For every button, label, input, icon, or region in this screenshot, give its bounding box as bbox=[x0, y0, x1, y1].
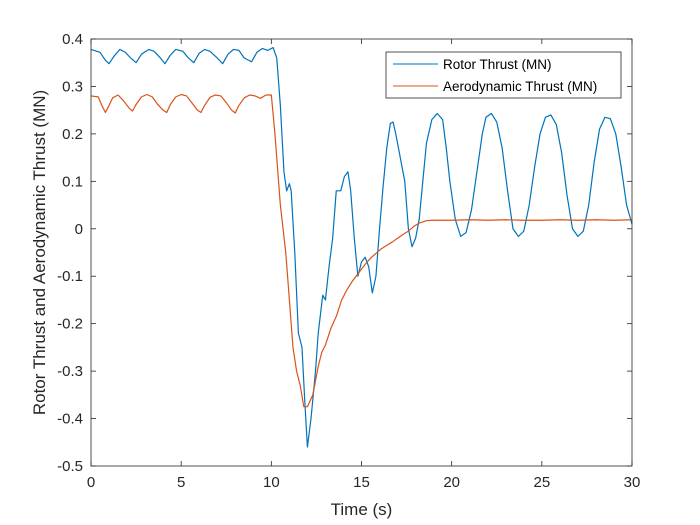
y-tick-label: 0.2 bbox=[62, 126, 83, 143]
y-tick-label: 0.3 bbox=[62, 78, 83, 95]
series-line-0 bbox=[90, 46, 633, 448]
y-tick-label: -0.1 bbox=[57, 268, 83, 285]
plot-area bbox=[91, 39, 632, 466]
x-tick-label: 20 bbox=[443, 474, 460, 491]
x-tick-label: 0 bbox=[87, 474, 95, 491]
axes-layer: 0 5 10 15 20 25 30 -0.5 -0.4 -0.3 -0.2 -0.1 0 0.1 0.2 0… bbox=[57, 31, 640, 491]
legend-box bbox=[385, 51, 622, 99]
y-tick-label: -0.2 bbox=[57, 316, 83, 333]
legend-label-aerodynamic: Aerodynamic Thrust (MN) bbox=[443, 79, 597, 94]
x-tick-label: 25 bbox=[533, 474, 550, 491]
legend-label-rotor: Rotor Thrust (MN) bbox=[443, 57, 552, 72]
x-axis-label: Time (s) bbox=[331, 500, 393, 519]
legend: Rotor Thrust (MN) Aerodynamic Thrust (MN… bbox=[385, 51, 622, 99]
y-tick-label: 0.4 bbox=[62, 31, 83, 48]
x-tick-label: 15 bbox=[353, 474, 370, 491]
y-tick-label: 0 bbox=[75, 221, 83, 238]
y-tick-label: -0.5 bbox=[57, 458, 83, 475]
y-tick-label: 0.1 bbox=[62, 173, 83, 190]
y-tick-label: -0.4 bbox=[57, 411, 83, 428]
x-tick-label: 5 bbox=[177, 474, 185, 491]
y-axis-label: Rotor Thrust and Aerodynamic Thrust (MN) bbox=[30, 90, 49, 415]
series-line-1 bbox=[90, 93, 633, 408]
x-tick-label: 10 bbox=[263, 474, 280, 491]
series-layer bbox=[90, 46, 633, 448]
y-tick-label: -0.3 bbox=[57, 363, 83, 380]
x-tick-label: 30 bbox=[624, 474, 641, 491]
